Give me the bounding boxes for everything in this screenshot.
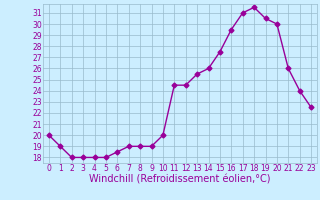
X-axis label: Windchill (Refroidissement éolien,°C): Windchill (Refroidissement éolien,°C): [89, 175, 271, 185]
